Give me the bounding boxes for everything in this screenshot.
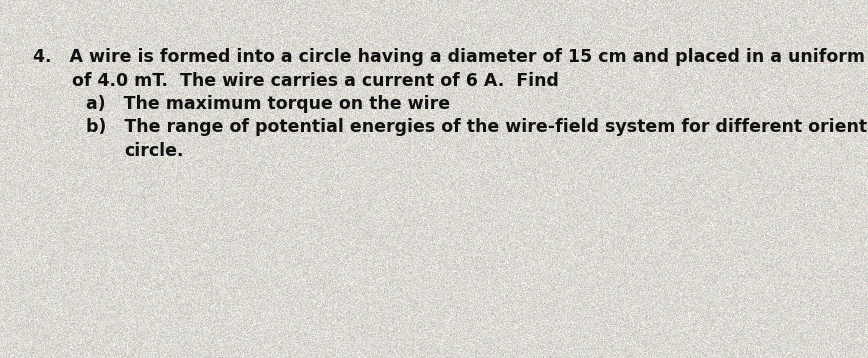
Text: circle.: circle.	[124, 142, 184, 160]
Text: a)   The maximum torque on the wire: a) The maximum torque on the wire	[86, 95, 450, 113]
Text: of 4.0 mT.  The wire carries a current of 6 A.  Find: of 4.0 mT. The wire carries a current of…	[72, 72, 559, 90]
Text: 4.   A wire is formed into a circle having a diameter of 15 cm and placed in a u: 4. A wire is formed into a circle having…	[33, 48, 868, 66]
Text: b)   The range of potential energies of the wire-field system for different orie: b) The range of potential energies of th…	[86, 118, 868, 136]
